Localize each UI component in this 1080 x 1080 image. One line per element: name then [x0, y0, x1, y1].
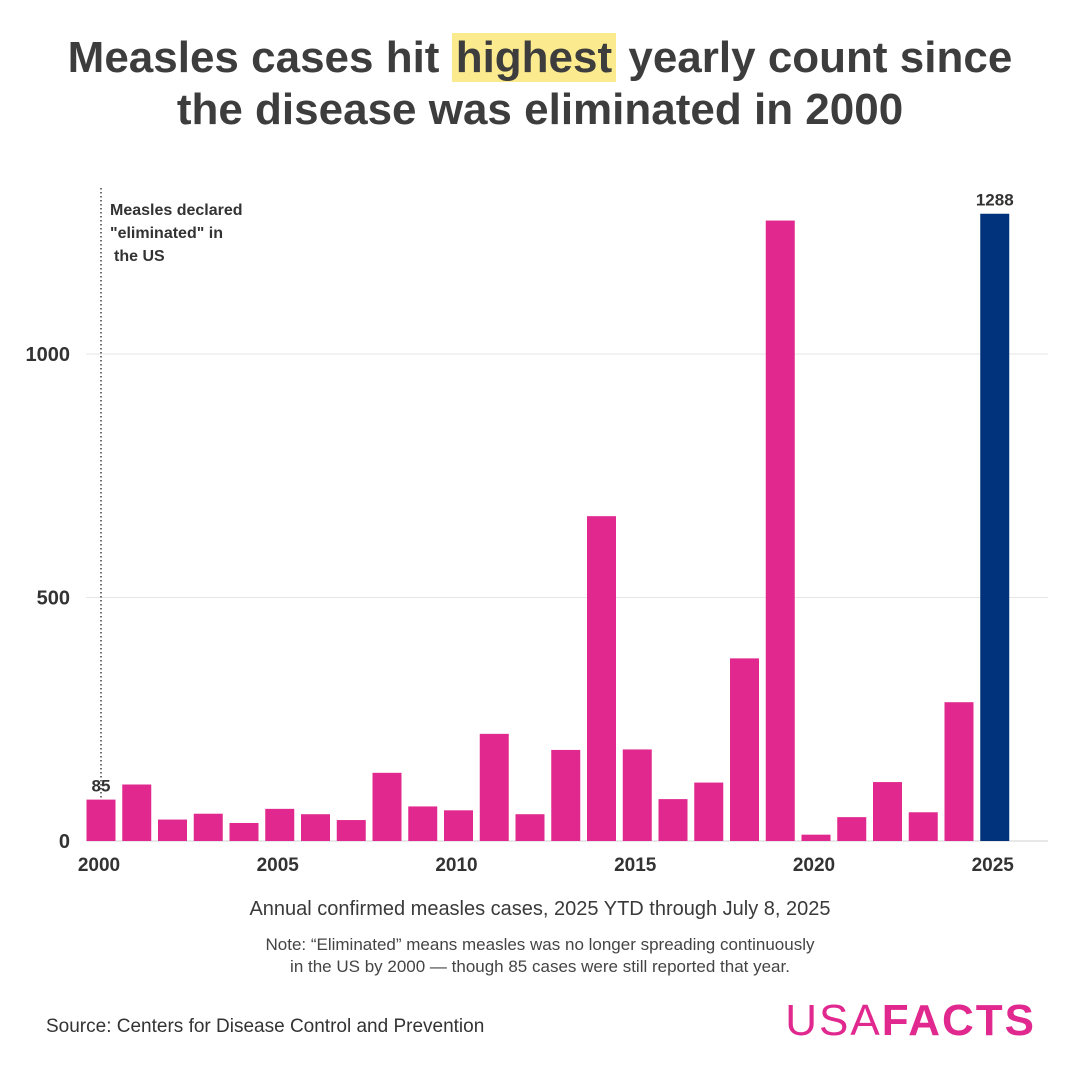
bar-2005: [265, 808, 295, 841]
bar-2009: [408, 806, 438, 841]
usafacts-logo: USAFACTS: [785, 996, 1036, 1046]
data-label-2025: 1288: [976, 191, 1014, 210]
bar-2007: [336, 820, 366, 841]
title-highlight: highest: [451, 33, 617, 82]
x-tick-label: 2010: [435, 855, 477, 876]
bar-2003: [193, 813, 223, 841]
bar-2001: [122, 784, 152, 841]
bar-2017: [694, 782, 724, 841]
bar-2002: [158, 819, 187, 841]
annotation-line-2: "eliminated" in: [110, 225, 223, 242]
annotation-line-1: Measles declared: [110, 202, 243, 219]
bar-2004: [229, 822, 259, 841]
bar-2023: [908, 812, 938, 841]
annotation-line-3: the US: [114, 248, 165, 265]
bar-2012: [515, 814, 545, 841]
x-tick-label: 2000: [78, 855, 120, 876]
x-tick-label: 2015: [614, 855, 657, 876]
logo-usa: USA: [785, 996, 882, 1045]
bar-2000: [86, 799, 116, 841]
x-tick-label: 2020: [793, 855, 835, 876]
note-line-1: Note: “Eliminated” means measles was no …: [265, 935, 815, 954]
title-line-1: Measles cases hit highest yearly count s…: [0, 32, 1080, 84]
x-tick-label: 2005: [257, 855, 300, 876]
bar-2018: [730, 658, 759, 841]
title-part-2: yearly count since: [616, 33, 1013, 82]
bar-2006: [301, 814, 330, 841]
bar-2021: [837, 817, 867, 841]
bar-2011: [479, 733, 509, 841]
bar-2008: [372, 772, 402, 841]
bar-2024: [944, 702, 974, 841]
logo-facts: FACTS: [881, 996, 1036, 1045]
y-tick-label: 500: [37, 588, 70, 610]
chart-note: Note: “Eliminated” means measles was no …: [0, 934, 1080, 978]
x-tick-label: 2025: [972, 855, 1015, 876]
bar-2019: [765, 220, 795, 841]
bar-2022: [873, 782, 902, 841]
title-part-1: Measles cases hit: [67, 33, 452, 82]
bar-2014: [587, 516, 616, 841]
title-line-2: the disease was eliminated in 2000: [176, 85, 904, 134]
chart-title: Measles cases hit highest yearly count s…: [0, 32, 1080, 136]
bar-2016: [658, 799, 688, 841]
bar-2020: [801, 834, 831, 841]
bar-2015: [622, 749, 652, 841]
chart-subtitle: Annual confirmed measles cases, 2025 YTD…: [249, 898, 831, 920]
data-label-2000: 85: [92, 777, 111, 796]
y-tick-label: 0: [59, 831, 70, 853]
bar-2010: [444, 810, 473, 841]
bar-2025: [980, 213, 1010, 841]
y-tick-label: 1000: [26, 344, 71, 366]
bar-2013: [551, 749, 581, 841]
source-text: Source: Centers for Disease Control and …: [46, 1016, 485, 1037]
note-line-2: in the US by 2000 — though 85 cases were…: [290, 957, 790, 976]
